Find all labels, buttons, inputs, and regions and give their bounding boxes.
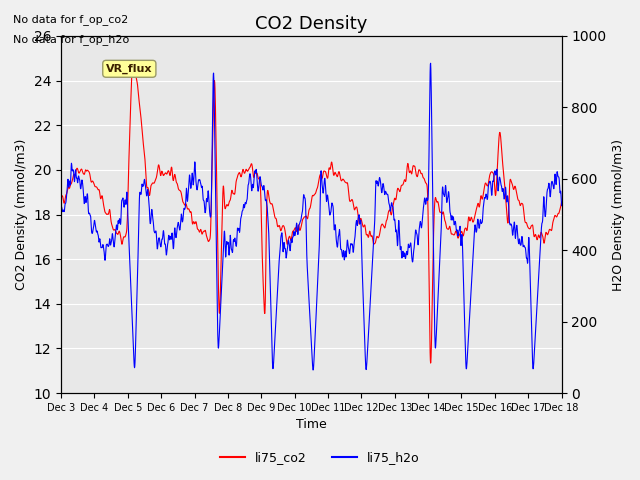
li75_co2 — [514, 196, 522, 202]
li75_co2 — [557, 199, 565, 205]
li75_h2o — [427, 60, 435, 66]
Text: No data for f_op_h2o: No data for f_op_h2o — [13, 34, 129, 45]
Text: No data for f_op_co2: No data for f_op_co2 — [13, 14, 128, 25]
Legend: li75_co2, li75_h2o: li75_co2, li75_h2o — [215, 446, 425, 469]
li75_h2o — [337, 243, 344, 249]
li75_co2 — [57, 194, 65, 200]
Y-axis label: H2O Density (mmol/m3): H2O Density (mmol/m3) — [612, 139, 625, 290]
li75_co2 — [337, 175, 344, 180]
li75_co2 — [457, 230, 465, 236]
Text: VR_flux: VR_flux — [106, 64, 152, 74]
li75_co2 — [427, 360, 435, 366]
li75_co2 — [528, 223, 536, 228]
li75_co2 — [326, 165, 333, 171]
li75_h2o — [514, 234, 522, 240]
li75_h2o — [528, 330, 536, 336]
li75_h2o — [309, 367, 317, 373]
Line: li75_h2o: li75_h2o — [61, 63, 561, 370]
li75_h2o — [557, 203, 565, 208]
li75_h2o — [196, 180, 204, 186]
li75_h2o — [57, 203, 65, 208]
li75_co2 — [197, 227, 205, 232]
li75_h2o — [326, 210, 333, 216]
X-axis label: Time: Time — [296, 419, 326, 432]
Title: CO2 Density: CO2 Density — [255, 15, 367, 33]
li75_h2o — [457, 240, 465, 245]
li75_co2 — [129, 60, 137, 66]
Line: li75_co2: li75_co2 — [61, 63, 561, 363]
Y-axis label: CO2 Density (mmol/m3): CO2 Density (mmol/m3) — [15, 139, 28, 290]
